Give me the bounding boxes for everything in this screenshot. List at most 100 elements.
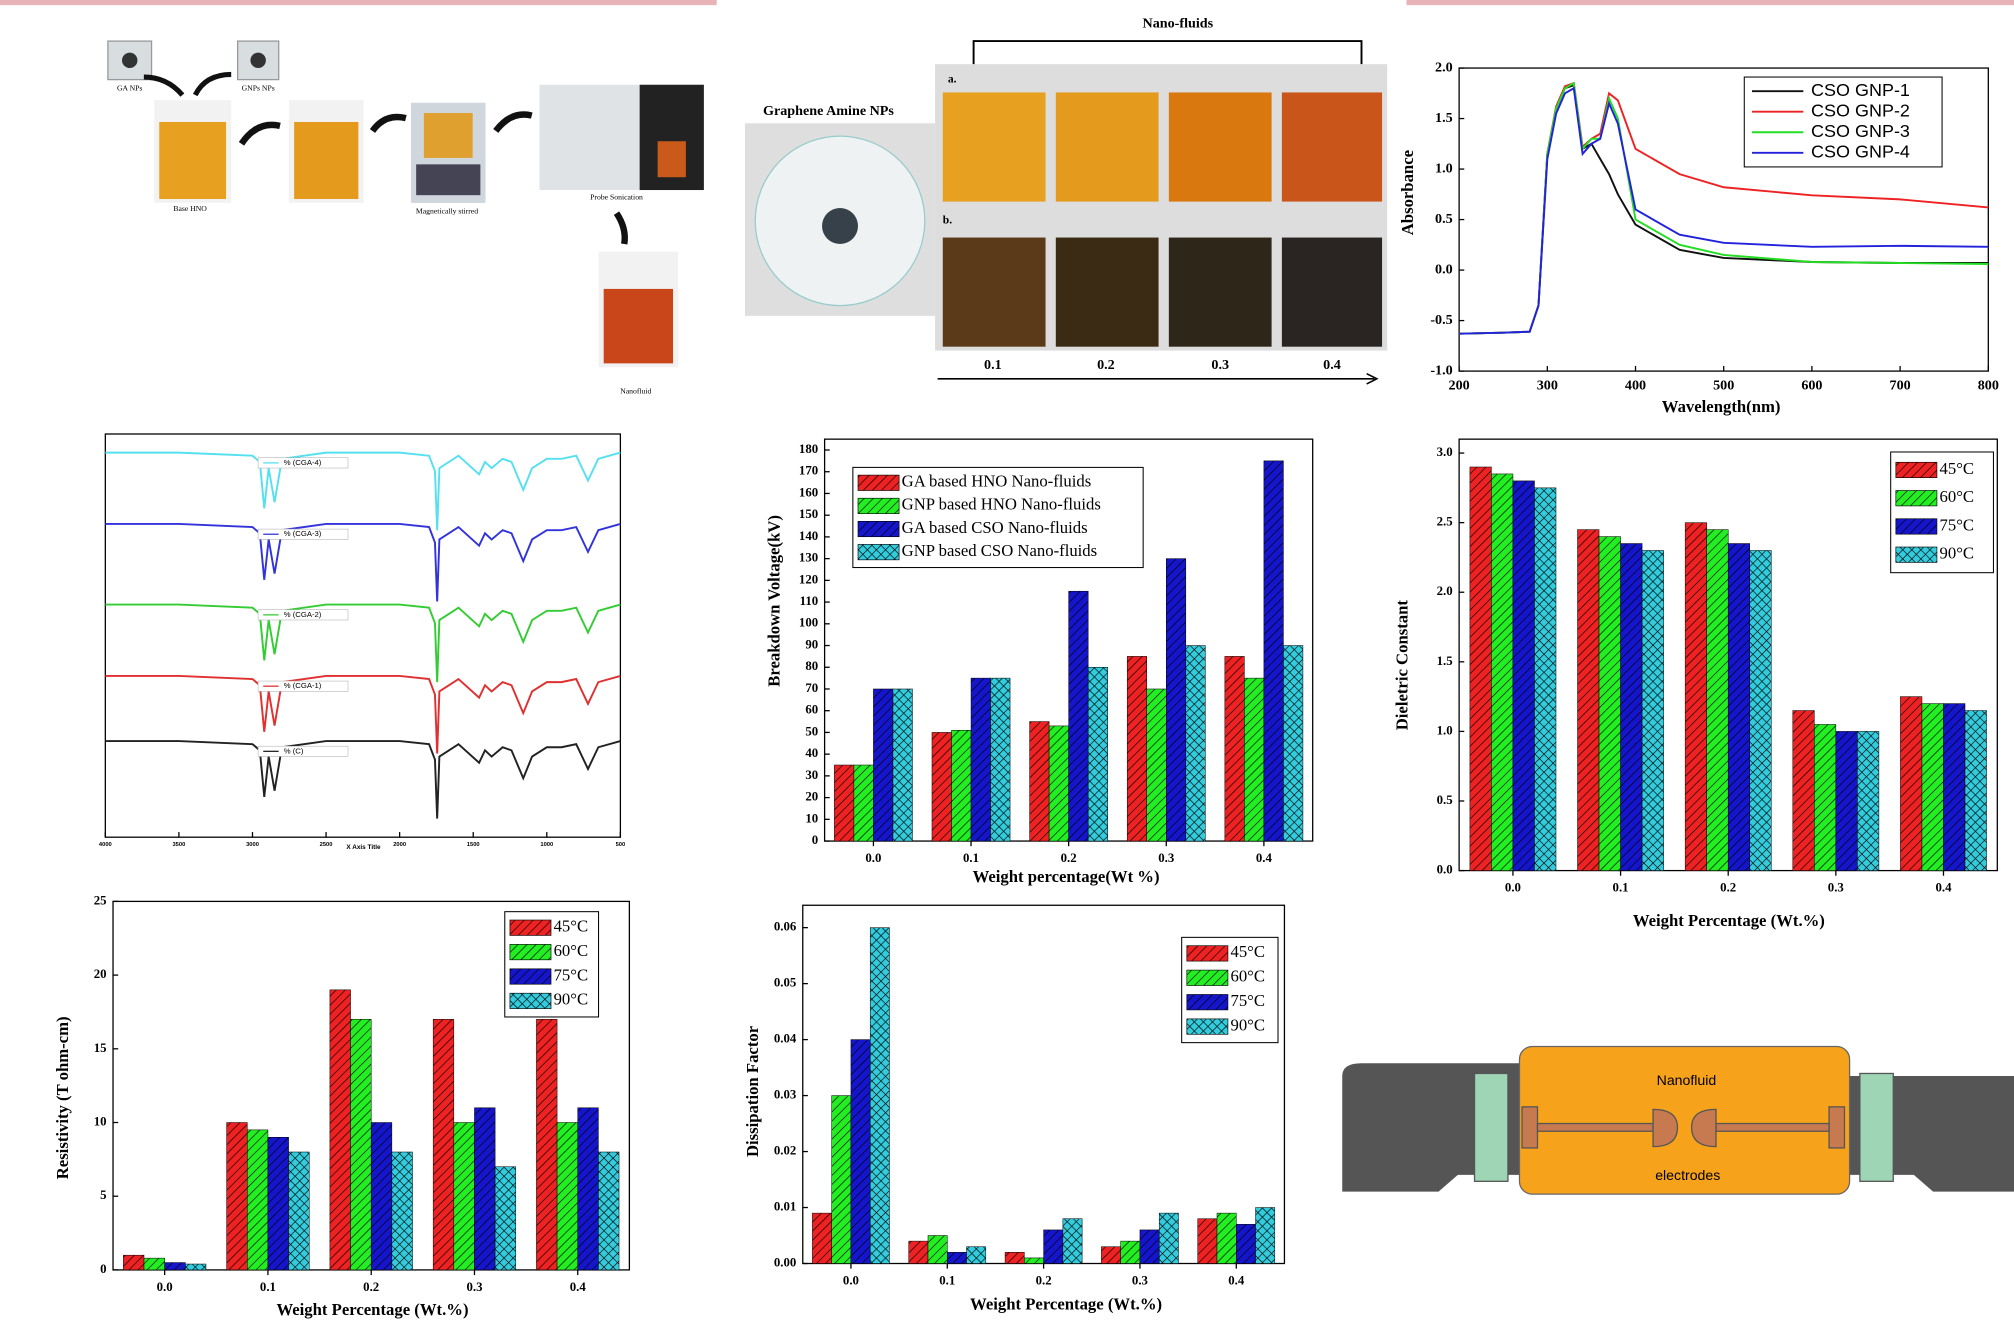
y-tick-label: 1.0 — [1437, 723, 1453, 737]
x-tick-label: 700 — [1890, 378, 1911, 394]
clamp — [1860, 1073, 1893, 1181]
bar — [1943, 704, 1965, 871]
x-tick-label: 0.4 — [1228, 1273, 1245, 1287]
liquid — [943, 92, 1046, 201]
bar — [185, 1264, 206, 1270]
y-tick-label: 0.01 — [774, 1199, 796, 1213]
page: GA NPs GNPs NPs Base HNO Magnetically st… — [0, 0, 2014, 1320]
legend-label: 60°C — [554, 941, 589, 960]
y-tick-label: 0.02 — [774, 1144, 796, 1158]
x-tick-label: 0.1 — [260, 1280, 276, 1294]
bar — [1283, 646, 1303, 842]
legend-label: 90°C — [1230, 1015, 1265, 1034]
legend-swatch — [1896, 462, 1937, 477]
x-axis-label: Weight Percentage (Wt.%) — [276, 1300, 468, 1319]
legend-swatch — [510, 969, 551, 984]
legend-swatch — [510, 993, 551, 1008]
bar — [1049, 726, 1069, 841]
bar — [909, 1241, 928, 1263]
bar — [873, 689, 893, 841]
concentration: 0.4 — [1323, 357, 1341, 373]
title: Nano-fluids — [1143, 16, 1214, 32]
bar — [351, 1019, 372, 1270]
y-tick-label: 160 — [799, 485, 818, 499]
series-line — [105, 524, 620, 602]
bar — [851, 1040, 870, 1264]
legend-label: 45°C — [554, 917, 589, 936]
bar — [971, 678, 991, 841]
legend-swatch — [1187, 946, 1228, 961]
y-tick-label: 1.0 — [1435, 160, 1453, 176]
bar — [893, 689, 913, 841]
legend-swatch — [858, 521, 899, 536]
legend-label: 60°C — [1940, 487, 1975, 506]
bar — [1244, 678, 1264, 841]
liquid — [943, 238, 1046, 347]
series-line — [105, 605, 620, 683]
x-tick-label: 0.3 — [1132, 1273, 1148, 1287]
x-tick-label: 1500 — [467, 842, 480, 848]
bar — [1236, 1224, 1255, 1263]
y-tick-label: 1.5 — [1437, 654, 1453, 668]
bar — [1030, 722, 1050, 841]
x-tick-label: 0.2 — [1720, 881, 1736, 895]
legend-label: 45°C — [1230, 942, 1265, 961]
rod — [1537, 1124, 1653, 1132]
bar — [1044, 1230, 1063, 1264]
bar — [392, 1152, 413, 1270]
x-axis-label: Weight Percentage (Wt.%) — [970, 1295, 1162, 1314]
legend-swatch — [1187, 994, 1228, 1009]
rod — [1716, 1124, 1829, 1132]
x-tick-label: 1000 — [540, 842, 553, 848]
bar — [991, 678, 1011, 841]
y-tick-label: 0.06 — [774, 920, 797, 934]
legend-label: CSO GNP-4 — [1811, 142, 1910, 162]
x-tick-label: 2000 — [393, 842, 406, 848]
chart: 0102030405060708090100110120130140150160… — [765, 439, 1313, 886]
bar — [967, 1247, 986, 1264]
concentration: 0.2 — [1097, 357, 1115, 373]
bar — [268, 1137, 289, 1270]
bar — [247, 1130, 268, 1270]
bar — [870, 928, 889, 1264]
label: electrodes — [1655, 1167, 1720, 1183]
bar — [330, 990, 351, 1270]
row-label: a. — [948, 73, 957, 85]
bar — [1186, 646, 1206, 842]
bar — [1217, 1213, 1236, 1263]
y-tick-label: 150 — [799, 507, 818, 521]
bar — [1578, 530, 1600, 871]
y-tick-label: 40 — [805, 746, 818, 760]
legend-swatch — [858, 498, 899, 513]
y-tick-label: 60 — [805, 703, 818, 717]
x-tick-label: 0.1 — [939, 1273, 955, 1287]
cell-figure: Nanofluid electrodes — [1342, 1046, 2014, 1194]
y-tick-label: 170 — [799, 464, 818, 478]
bar — [1101, 1247, 1120, 1264]
legend-swatch — [1896, 519, 1937, 534]
x-tick-label: 0.4 — [570, 1280, 587, 1294]
bar — [1147, 689, 1167, 841]
powder — [250, 53, 265, 68]
bar — [1470, 467, 1492, 871]
y-tick-label: 5 — [100, 1188, 106, 1202]
legend-label: 75°C — [554, 965, 589, 984]
x-tick-label: 0.1 — [1613, 881, 1629, 895]
y-tick-label: 120 — [799, 572, 818, 586]
label: Probe Sonication — [590, 193, 643, 202]
legend-label: GNP based CSO Nano-fluids — [902, 541, 1097, 560]
liquid — [159, 122, 226, 199]
label: Graphene Amine NPs — [763, 103, 894, 119]
bracket — [974, 41, 1362, 64]
bar — [165, 1263, 186, 1270]
label: Nanofluid — [620, 386, 651, 395]
bar — [1159, 1213, 1178, 1263]
bar — [557, 1123, 578, 1270]
x-tick-label: 0.2 — [1061, 851, 1077, 865]
series-line — [105, 453, 620, 531]
chart: -1.0-0.50.00.51.01.52.020030040050060070… — [1398, 59, 1999, 416]
liquid — [1169, 238, 1272, 347]
bar — [1166, 559, 1186, 841]
legend-label: CSO GNP-2 — [1811, 100, 1910, 120]
